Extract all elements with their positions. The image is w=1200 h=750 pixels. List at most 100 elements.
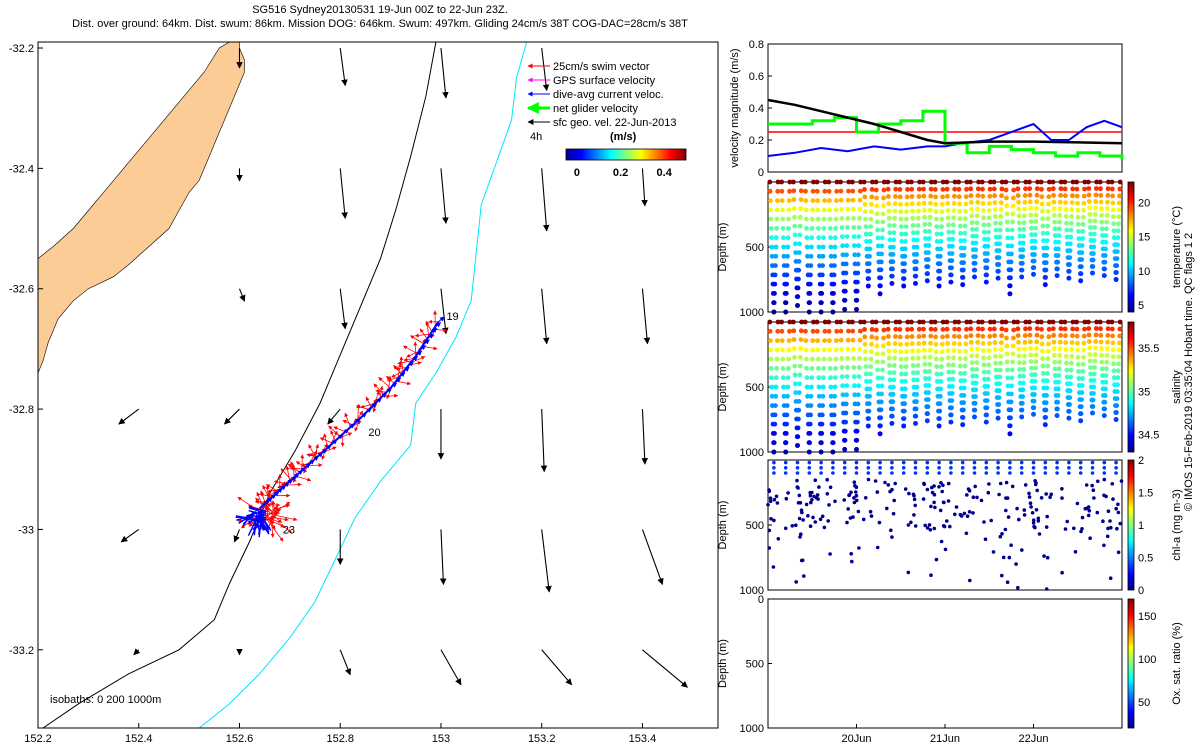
salinity-pt-19-u2 bbox=[999, 333, 1004, 339]
temperature-pt-22-u9 bbox=[1032, 238, 1038, 244]
chla-pt-164 bbox=[1108, 576, 1113, 580]
salinity-pt-23-d1 bbox=[1039, 326, 1044, 332]
chla-pt-11 bbox=[1115, 526, 1119, 531]
salinity-pt-25-u3 bbox=[1069, 340, 1075, 345]
temperature-pt-16-d5 bbox=[957, 216, 963, 222]
salinity-pt-12-d5 bbox=[910, 355, 916, 361]
temperature-pt-20-u5 bbox=[1010, 219, 1015, 225]
salinity-pt-29-u0 bbox=[1117, 319, 1123, 325]
temperature-pt-26-u14 bbox=[1078, 278, 1084, 284]
salinity-pt-16-d0 bbox=[956, 319, 961, 325]
swim-arrow-46 bbox=[344, 412, 351, 428]
salinity-pt-9-d6 bbox=[875, 367, 881, 373]
temperature-pt-4-u12 bbox=[819, 291, 825, 296]
temperature-pt-8-d3 bbox=[862, 201, 868, 207]
salinity-pt-28-d4 bbox=[1099, 346, 1104, 352]
swim-cluster-arrow-13 bbox=[271, 513, 298, 522]
salinity-pt-9-u0 bbox=[881, 319, 887, 325]
temperature-pt-23-u14 bbox=[1042, 282, 1048, 288]
salinity-pt-16-d8 bbox=[958, 378, 964, 384]
chla-surf-1-2 bbox=[783, 471, 788, 475]
salinity-pt-25-u4 bbox=[1069, 347, 1075, 352]
chla-pt-245 bbox=[857, 546, 861, 550]
chla-pt-258 bbox=[854, 485, 859, 490]
salinity-pt-28-u10 bbox=[1103, 386, 1108, 392]
map-ytick-label-4: -33 bbox=[18, 524, 34, 536]
salinity-pt-13-u9 bbox=[926, 383, 932, 388]
temperature-pt-2-u9 bbox=[796, 259, 802, 264]
salinity-pt-6-u1 bbox=[846, 328, 851, 334]
temperature-pt-27-u1 bbox=[1093, 186, 1099, 191]
salinity-pt-22-d6 bbox=[1028, 359, 1034, 364]
chla-pt-188 bbox=[991, 550, 996, 554]
temperature-pt-0-d6 bbox=[769, 235, 774, 241]
salinity-pt-27-d5 bbox=[1087, 352, 1093, 357]
chla-pt-214 bbox=[971, 511, 975, 515]
salinity-pt-25-u14 bbox=[1066, 415, 1072, 421]
temperature-pt-28-u0 bbox=[1106, 179, 1111, 185]
salinity-pt-13-u5 bbox=[927, 354, 933, 360]
temperature-pt-28-u6 bbox=[1104, 219, 1110, 225]
salinity-pt-2-u6 bbox=[797, 372, 803, 378]
temperature-pt-22-u14 bbox=[1031, 271, 1036, 277]
salinity-pt-21-u13 bbox=[1019, 407, 1025, 413]
chla-pt-40 bbox=[941, 483, 945, 488]
temperature-cbar-label-1: 10 bbox=[1138, 266, 1150, 278]
salinity-pt-7-d0 bbox=[850, 319, 855, 325]
salinity-pt-21-d1 bbox=[1015, 326, 1021, 332]
chla-pt-162 bbox=[812, 494, 816, 499]
salinity-pt-8-d2 bbox=[862, 334, 868, 340]
temperature-pt-13-u14 bbox=[924, 278, 930, 284]
salinity-pt-20-u8 bbox=[1009, 383, 1015, 389]
salinity-pt-24-d5 bbox=[1052, 353, 1057, 358]
chla-pt-46 bbox=[769, 517, 773, 521]
swim-arrow-77 bbox=[285, 465, 291, 482]
salinity-pt-21-u0 bbox=[1023, 319, 1029, 325]
temperature-pt-21-d0 bbox=[1015, 179, 1020, 185]
salinity-pt-28-u14 bbox=[1101, 413, 1107, 418]
temperature-pt-29-u12 bbox=[1114, 263, 1120, 268]
swim-cluster-arrow-27 bbox=[267, 520, 284, 542]
salinity-pt-7-u13 bbox=[854, 437, 860, 443]
chla-cbar-label-0: 0 bbox=[1138, 585, 1144, 597]
salinity-pt-2-d3 bbox=[791, 346, 797, 351]
salinity-pt-26-u5 bbox=[1081, 354, 1086, 360]
temperature-pt-11-d7 bbox=[899, 231, 904, 237]
salinity-pt-12-u7 bbox=[915, 370, 920, 376]
salinity-pt-14-d0 bbox=[932, 319, 938, 325]
temperature-pt-23-u12 bbox=[1043, 267, 1049, 273]
temperature-pt-7-u10 bbox=[855, 270, 861, 276]
temperature-pt-3-u8 bbox=[808, 253, 814, 259]
salinity-pt-22-u6 bbox=[1033, 359, 1039, 364]
sfc-arrow-20 bbox=[120, 528, 140, 543]
chla-surf-19-0 bbox=[996, 460, 1000, 465]
temperature-pt-20-d7 bbox=[1005, 235, 1011, 241]
temperature-pt-17-d0 bbox=[968, 179, 973, 185]
salinity-pt-4-u7 bbox=[820, 384, 826, 390]
temperature-pt-3-d7 bbox=[804, 244, 810, 250]
salinity-ytick-label-1: 1000 bbox=[740, 447, 764, 459]
temperature-pt-4-d0 bbox=[814, 179, 820, 185]
salinity-pt-3-u6 bbox=[809, 375, 815, 381]
temperature-pt-28-u7 bbox=[1104, 226, 1109, 232]
salinity-pt-24-u13 bbox=[1055, 406, 1060, 412]
salinity-pt-8-d4 bbox=[862, 349, 868, 355]
map-ytick-label-1: -32.4 bbox=[9, 163, 34, 175]
temperature-pt-14-d5 bbox=[934, 216, 939, 222]
salinity-pt-4-u10 bbox=[819, 412, 825, 418]
legend-swim: 25cm/s swim vector bbox=[553, 61, 650, 73]
salinity-pt-8-u2 bbox=[869, 334, 875, 340]
temperature-pt-28-d6 bbox=[1099, 219, 1105, 225]
salinity-pt-8-u1 bbox=[869, 327, 875, 332]
salinity-pt-12-u3 bbox=[916, 341, 922, 347]
temperature-pt-7-d3 bbox=[850, 206, 856, 212]
temperature-pt-5-u9 bbox=[832, 263, 837, 268]
temperature-pt-10-u7 bbox=[891, 230, 897, 236]
salinity-pt-5-u8 bbox=[832, 393, 838, 399]
salinity-pt-26-u0 bbox=[1082, 319, 1088, 325]
salinity-pt-17-u11 bbox=[973, 394, 978, 399]
salinity-pt-4-u13 bbox=[819, 440, 824, 446]
salinity-pt-9-d4 bbox=[874, 351, 880, 357]
temperature-pt-11-u11 bbox=[902, 261, 907, 267]
temperature-pt-26-u12 bbox=[1078, 264, 1084, 270]
